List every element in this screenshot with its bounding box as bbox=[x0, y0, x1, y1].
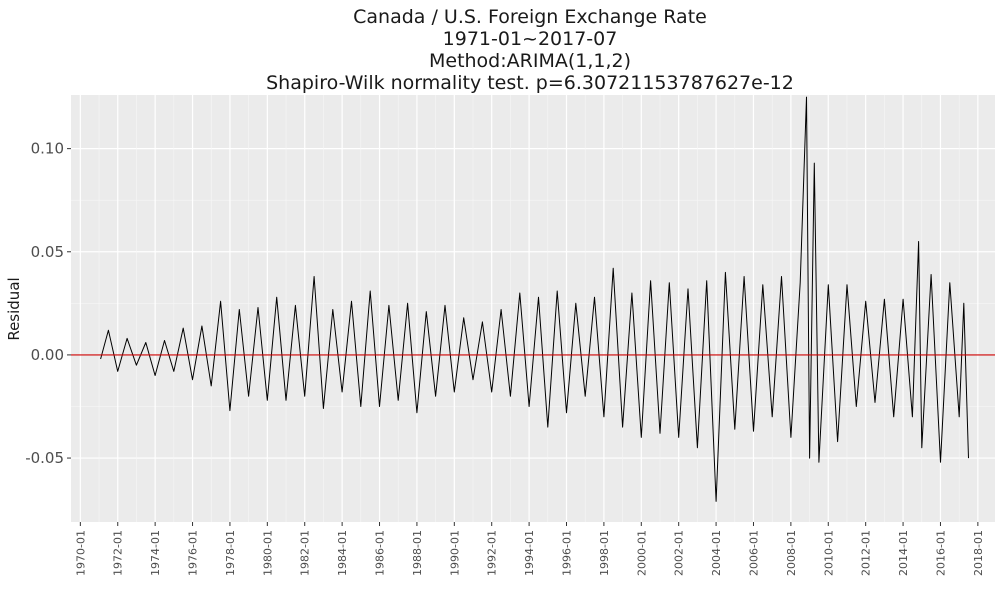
x-tick-label: 2004-01 bbox=[710, 530, 723, 576]
x-tick-label: 2012-01 bbox=[860, 530, 873, 576]
x-tick-label: 1986-01 bbox=[374, 530, 387, 576]
x-tick-label: 1988-01 bbox=[411, 530, 424, 576]
y-tick-label: 0.05 bbox=[31, 243, 64, 261]
y-tick-label: 0.10 bbox=[31, 140, 64, 158]
chart-title: Canada / U.S. Foreign Exchange Rate 1971… bbox=[266, 6, 794, 94]
residual-series-line bbox=[100, 96, 969, 502]
chart-title-line-2: 1971-01~2017-07 bbox=[443, 28, 618, 50]
x-tick-label: 1982-01 bbox=[299, 530, 312, 576]
plot-panel bbox=[71, 95, 995, 522]
chart-title-line-1: Canada / U.S. Foreign Exchange Rate bbox=[353, 6, 707, 28]
x-tick-label: 1976-01 bbox=[187, 530, 200, 576]
x-tick-label: 2008-01 bbox=[785, 530, 798, 576]
x-tick-label: 1998-01 bbox=[598, 530, 611, 576]
x-tick-label: 2014-01 bbox=[897, 530, 910, 576]
x-tick-label: 1980-01 bbox=[261, 530, 274, 576]
y-tick-label: -0.05 bbox=[25, 449, 64, 467]
x-tick-label: 1970-01 bbox=[74, 530, 87, 576]
x-tick-label: 1974-01 bbox=[149, 530, 162, 576]
chart-title-line-3: Method:ARIMA(1,1,2) bbox=[429, 50, 631, 72]
x-tick-label: 2010-01 bbox=[822, 530, 835, 576]
x-tick-label: 1972-01 bbox=[112, 530, 125, 576]
x-tick-label: 1984-01 bbox=[336, 530, 349, 576]
x-tick-label: 2002-01 bbox=[673, 530, 686, 576]
x-tick-label: 2006-01 bbox=[747, 530, 760, 576]
x-tick-label: 2018-01 bbox=[972, 530, 985, 576]
x-tick-label: 1996-01 bbox=[561, 530, 574, 576]
x-tick-label: 1994-01 bbox=[523, 530, 536, 576]
grid-lines bbox=[71, 95, 995, 522]
chart-title-line-4: Shapiro-Wilk normality test. p=6.3072115… bbox=[266, 72, 794, 94]
x-tick-label: 1990-01 bbox=[448, 530, 461, 576]
series-layer bbox=[71, 96, 995, 502]
y-axis-label: Residual bbox=[5, 277, 23, 340]
x-tick-label: 1978-01 bbox=[224, 530, 237, 576]
x-tick-label: 2016-01 bbox=[934, 530, 947, 576]
x-tick-label: 1992-01 bbox=[486, 530, 499, 576]
x-axis-ticks: 1970-01 1972-01 1974-01 1976-01 1978-01 1980-… bbox=[74, 522, 985, 576]
y-axis-ticks: -0.05 0.00 0.05 0.10 bbox=[25, 140, 71, 467]
y-tick-label: 0.00 bbox=[31, 346, 64, 364]
x-tick-label: 2000-01 bbox=[635, 530, 648, 576]
